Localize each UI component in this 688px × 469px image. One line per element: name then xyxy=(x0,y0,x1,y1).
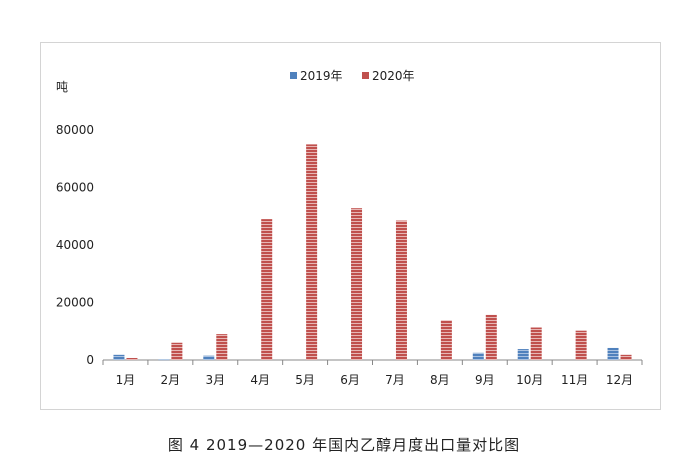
y-tick-label-0: 0 xyxy=(86,353,94,367)
bar-2020年-4月 xyxy=(261,219,273,360)
bar-2020年-11月 xyxy=(575,330,587,360)
y-tick-label-40000: 40000 xyxy=(56,238,94,252)
x-tick-label-5: 5月 xyxy=(295,373,315,387)
y-tick-label-80000: 80000 xyxy=(56,123,94,137)
x-tick-label-12: 12月 xyxy=(606,373,633,387)
x-tick-label-4: 4月 xyxy=(250,373,270,387)
bar-2020年-3月 xyxy=(216,334,228,360)
chart-frame xyxy=(40,42,661,410)
bar-2020年-6月 xyxy=(351,208,363,360)
x-tick-label-1: 1月 xyxy=(116,373,136,387)
y-tick-label-20000: 20000 xyxy=(56,296,94,310)
legend-swatch-2020年 xyxy=(362,72,369,79)
y-tick-label-60000: 60000 xyxy=(56,181,94,195)
figure-caption: 图 4 2019—2020 年国内乙醇月度出口量对比图 xyxy=(167,436,521,454)
bar-2020年-1月 xyxy=(126,357,138,360)
x-tick-label-10: 10月 xyxy=(516,373,543,387)
bar-2020年-8月 xyxy=(440,320,452,360)
x-tick-label-6: 6月 xyxy=(340,373,360,387)
bar-2020年-2月 xyxy=(171,342,183,360)
legend-label-2020年: 2020年 xyxy=(372,69,415,83)
x-tick-label-7: 7月 xyxy=(385,373,405,387)
x-tick-label-2: 2月 xyxy=(161,373,181,387)
x-tick-label-9: 9月 xyxy=(475,373,495,387)
bar-2019年-12月 xyxy=(607,347,619,360)
bar-2019年-9月 xyxy=(472,352,484,360)
x-tick-label-11: 11月 xyxy=(561,373,588,387)
bar-2020年-5月 xyxy=(306,144,318,360)
bar-2019年-2月 xyxy=(158,359,170,361)
x-tick-label-8: 8月 xyxy=(430,373,450,387)
bar-2019年-3月 xyxy=(203,355,215,360)
y-axis-label: 吨 xyxy=(56,80,68,94)
x-tick-label-3: 3月 xyxy=(205,373,225,387)
bar-2019年-1月 xyxy=(113,354,125,360)
bar-2020年-12月 xyxy=(620,354,632,360)
bar-2020年-10月 xyxy=(530,327,542,360)
bar-2020年-9月 xyxy=(485,314,497,360)
legend-swatch-2019年 xyxy=(290,72,297,79)
legend-label-2019年: 2019年 xyxy=(300,69,343,83)
bar-2019年-10月 xyxy=(517,349,529,360)
bar-2020年-7月 xyxy=(395,220,407,360)
